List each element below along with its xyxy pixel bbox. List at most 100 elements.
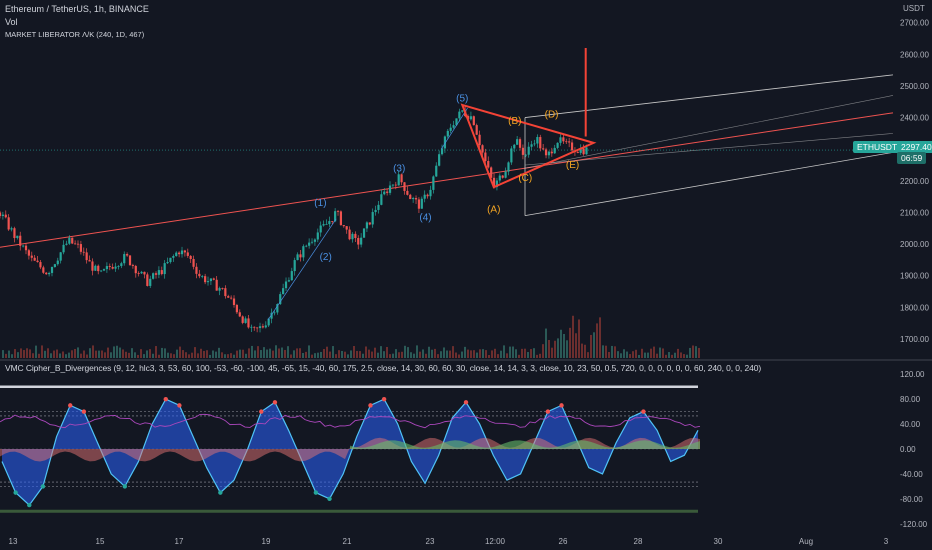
volume-bar [464, 346, 466, 358]
volume-bar [446, 350, 448, 358]
volume-bar [5, 353, 7, 358]
x-tick-label: 21 [343, 537, 352, 546]
volume-bar [302, 352, 304, 358]
volume-bar [443, 347, 445, 358]
volume-bar [233, 354, 235, 358]
volume-bar [200, 348, 202, 358]
volume-bar [107, 347, 109, 358]
candle [507, 162, 510, 172]
volume-bar [185, 352, 187, 358]
osc-y-tick-label: 40.00 [900, 420, 921, 429]
volume-bar [77, 347, 79, 358]
vol-label: Vol [5, 17, 18, 27]
candle [443, 136, 447, 149]
volume-bar [632, 351, 634, 358]
candle [527, 146, 530, 155]
volume-bar [20, 348, 22, 358]
volume-bar [191, 352, 193, 358]
candle [570, 142, 574, 151]
candle [469, 116, 473, 120]
candle [230, 297, 233, 299]
volume-bar [263, 347, 265, 358]
volume-bar [368, 349, 370, 358]
candle [386, 191, 389, 193]
candle [97, 265, 100, 272]
candle [484, 152, 487, 162]
signal-dot [68, 403, 73, 408]
volume-bar [71, 350, 73, 358]
candle [178, 252, 181, 255]
candle [345, 226, 348, 230]
volume-bar [497, 354, 499, 358]
wave-label: (C) [518, 173, 532, 184]
candle [380, 194, 383, 205]
volume-bar [683, 354, 685, 358]
candle [365, 222, 369, 229]
currency-label: USDT [903, 4, 925, 13]
volume-bar [557, 338, 559, 358]
volume-bar [416, 345, 418, 358]
wave-label: (5) [456, 94, 468, 105]
y-tick-label: 2600.00 [900, 50, 929, 59]
volume-bar [332, 346, 334, 358]
volume-bar [11, 354, 13, 358]
signal-dot [163, 396, 168, 402]
signal-dot [218, 490, 223, 495]
volume-bar [305, 351, 307, 358]
volume-bar [320, 351, 322, 358]
candle [117, 266, 120, 267]
money-flow-green [350, 440, 700, 449]
candle [273, 312, 276, 314]
volume-bar [2, 350, 4, 358]
volume-bar [41, 345, 43, 358]
candle [4, 214, 7, 218]
candle [126, 254, 129, 256]
candle [495, 180, 499, 188]
symbol-pill[interactable]: ETHUSDT [853, 141, 902, 153]
candle [490, 167, 493, 178]
volume-bar [407, 347, 409, 358]
volume-bar [146, 350, 148, 358]
volume-bar [149, 349, 151, 358]
wave-label: (A) [487, 204, 500, 215]
candle [212, 278, 215, 280]
candle [339, 211, 343, 226]
volume-bar [218, 347, 220, 358]
signal-dot [559, 403, 564, 408]
y-tick-label: 2200.00 [900, 177, 929, 186]
volume-bar [548, 340, 550, 358]
volume-bar [17, 352, 19, 358]
volume-bar [404, 345, 406, 358]
volume-bar [104, 352, 106, 358]
signal-dot [40, 484, 46, 489]
volume-bar [545, 328, 547, 358]
x-tick-label: 19 [262, 537, 271, 546]
y-tick-label: 2500.00 [900, 82, 929, 91]
volume-bar [335, 354, 337, 358]
volume-bar [215, 351, 217, 358]
wave-label: (1) [314, 198, 326, 209]
osc-y-tick-label: 0.00 [900, 445, 916, 454]
volume-bar [401, 351, 403, 358]
candle [296, 254, 299, 261]
candle [429, 189, 432, 197]
volume-bar [458, 354, 460, 358]
candle [250, 326, 253, 328]
x-tick-label: 13 [9, 537, 18, 546]
volume-bar [410, 352, 412, 358]
volume-bar [176, 349, 178, 358]
volume-bar [212, 350, 214, 358]
volume-bar [596, 323, 598, 358]
volume-bar [80, 353, 82, 358]
volume-bar [119, 347, 121, 358]
candle [48, 272, 51, 275]
candle [1, 214, 4, 216]
x-tick-label: 3 [884, 537, 889, 546]
candle [169, 257, 172, 263]
y-tick-label: 1800.00 [900, 303, 929, 312]
candles [0, 106, 588, 333]
candle [475, 125, 478, 135]
candle [114, 266, 117, 269]
candle [400, 174, 403, 183]
